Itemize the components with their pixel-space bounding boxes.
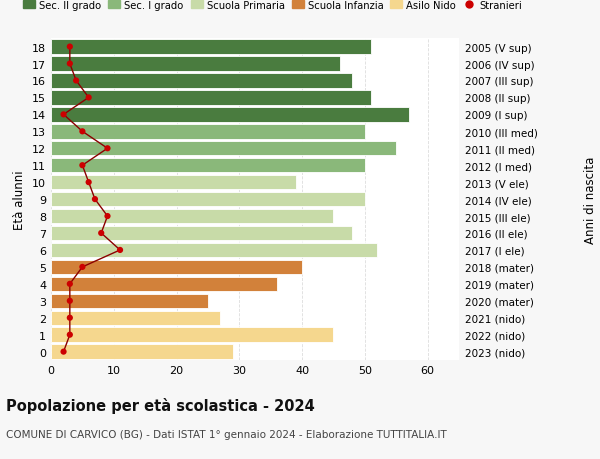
Point <box>103 213 112 220</box>
Bar <box>51 142 396 156</box>
Point <box>59 112 68 119</box>
Point <box>59 348 68 356</box>
Point <box>84 95 94 102</box>
Bar <box>51 226 352 241</box>
Point <box>65 280 74 288</box>
Bar <box>51 192 365 207</box>
Point <box>65 331 74 339</box>
Bar <box>51 159 365 173</box>
Point <box>71 78 81 85</box>
Bar <box>51 57 340 72</box>
Y-axis label: Età alunni: Età alunni <box>13 170 26 230</box>
Point <box>103 145 112 152</box>
Text: COMUNE DI CARVICO (BG) - Dati ISTAT 1° gennaio 2024 - Elaborazione TUTTITALIA.IT: COMUNE DI CARVICO (BG) - Dati ISTAT 1° g… <box>6 429 447 439</box>
Legend: Sec. II grado, Sec. I grado, Scuola Primaria, Scuola Infanzia, Asilo Nido, Stran: Sec. II grado, Sec. I grado, Scuola Prim… <box>23 0 522 11</box>
Point <box>65 314 74 322</box>
Text: Popolazione per età scolastica - 2024: Popolazione per età scolastica - 2024 <box>6 397 315 413</box>
Point <box>77 263 87 271</box>
Bar <box>51 40 371 55</box>
Point <box>77 162 87 169</box>
Bar <box>51 108 409 122</box>
Point <box>90 196 100 203</box>
Bar <box>51 91 371 106</box>
Bar <box>51 243 377 257</box>
Text: Anni di nascita: Anni di nascita <box>584 156 597 243</box>
Bar <box>51 277 277 291</box>
Bar <box>51 260 302 274</box>
Point <box>65 44 74 51</box>
Point <box>65 297 74 305</box>
Bar <box>51 328 334 342</box>
Point <box>84 179 94 186</box>
Point <box>115 247 125 254</box>
Point <box>97 230 106 237</box>
Point <box>77 129 87 136</box>
Bar <box>51 74 352 89</box>
Bar <box>51 209 334 224</box>
Bar <box>51 345 233 359</box>
Point <box>65 61 74 68</box>
Bar <box>51 294 208 308</box>
Bar <box>51 175 296 190</box>
Bar <box>51 125 365 139</box>
Bar <box>51 311 220 325</box>
